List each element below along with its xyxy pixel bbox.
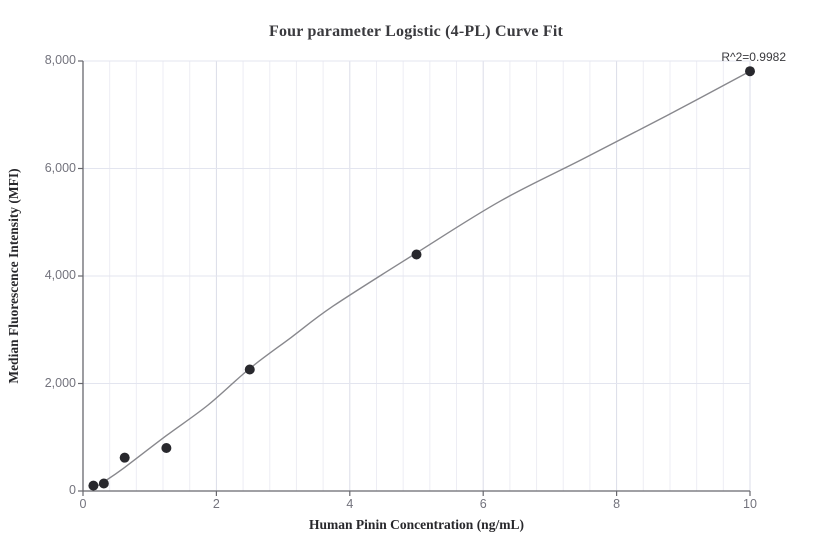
- x-tick-label: 0: [79, 497, 87, 511]
- chart-title: Four parameter Logistic (4-PL) Curve Fit: [268, 23, 563, 40]
- y-tick-label: 8,000: [44, 53, 76, 67]
- axis-tick-marks: [78, 60, 751, 496]
- data-points: [88, 66, 755, 491]
- data-point: [411, 249, 422, 260]
- data-point: [119, 452, 130, 463]
- horizontal-gridlines: [83, 60, 750, 384]
- x-tick-label: 2: [212, 497, 220, 511]
- r-squared-annotation: R^2=0.9982: [721, 50, 786, 64]
- data-point: [244, 364, 255, 375]
- y-tick-label: 4,000: [44, 268, 76, 282]
- x-tick-label: 10: [743, 497, 757, 511]
- y-tick-label: 0: [69, 483, 76, 497]
- data-point: [161, 443, 172, 453]
- x-tick-label: 8: [613, 497, 621, 511]
- data-point: [88, 480, 99, 491]
- data-point: [98, 478, 109, 489]
- data-point: [745, 66, 755, 77]
- y-tick-label: 2,000: [44, 375, 76, 390]
- y-tick-label: 6,000: [44, 160, 76, 175]
- x-tick-label: 6: [479, 497, 487, 511]
- x-tick-label: 4: [346, 497, 354, 511]
- fit-curve-line: [93, 70, 751, 489]
- x-axis-title: Human Pinin Concentration (ng/mL): [309, 517, 524, 532]
